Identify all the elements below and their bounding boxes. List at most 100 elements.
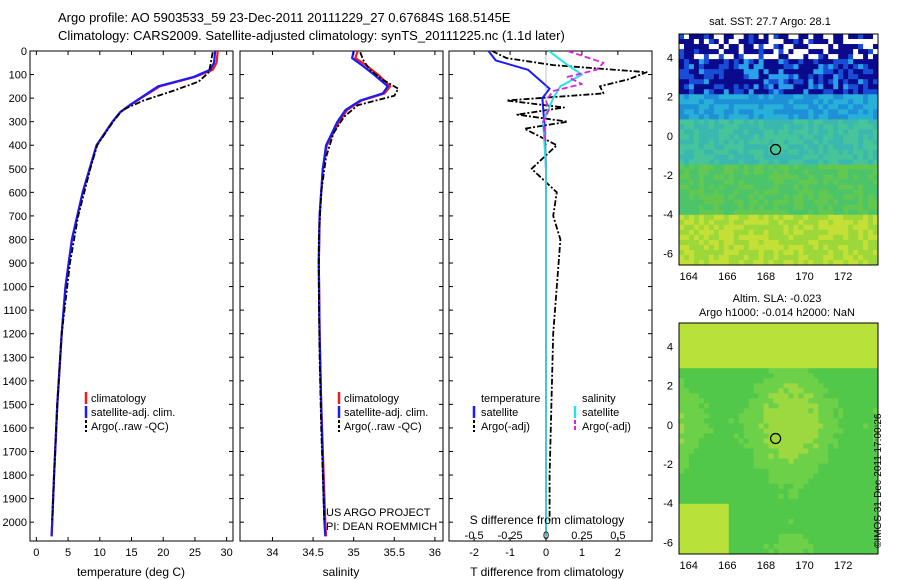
heatmap-cell [838, 528, 844, 535]
heatmap-cell [758, 503, 764, 510]
heatmap-cell [748, 333, 755, 339]
heatmap-cell [703, 528, 710, 535]
heatmap-cell [708, 478, 715, 485]
heatmap-cell [873, 433, 878, 439]
heatmap-cell [693, 538, 700, 545]
heatmap-cell [863, 378, 869, 384]
heatmap-cell [858, 403, 864, 409]
heatmap-cell [838, 84, 844, 90]
heatmap-cell [688, 154, 695, 160]
heatmap-cell [758, 219, 764, 226]
heatmap-cell [843, 468, 849, 475]
heatmap-cell [688, 483, 695, 490]
heatmap-cell [693, 348, 700, 354]
heatmap-cell [858, 64, 864, 70]
heatmap-cell [873, 64, 878, 70]
heatmap-cell [858, 358, 864, 364]
heatmap-cell [693, 533, 700, 540]
heatmap-cell [813, 343, 819, 349]
heatmap-cell [838, 538, 844, 545]
heatmap-cell [683, 343, 690, 349]
heatmap-cell [838, 244, 844, 251]
heatmap-cell [813, 44, 819, 50]
heatmap-cell [733, 533, 740, 540]
heatmap-cell [788, 259, 794, 265]
heatmap-cell [868, 154, 874, 160]
heatmap-cell [753, 114, 760, 120]
heatmap-cell [718, 119, 725, 125]
heatmap-cell [843, 134, 849, 140]
heatmap-cell [733, 423, 740, 429]
heatmap-cell [728, 358, 735, 364]
heatmap-cell [713, 79, 720, 85]
heatmap-cell [728, 209, 735, 216]
heatmap-cell [763, 428, 769, 434]
heatmap-cell [763, 433, 769, 439]
heatmap-cell [813, 503, 819, 510]
heatmap-cell [783, 149, 789, 155]
heatmap-cell [753, 428, 760, 434]
heatmap-cell [713, 368, 720, 374]
heatmap-cell [848, 164, 854, 170]
heatmap-cell [763, 154, 769, 160]
heatmap-cell [718, 468, 725, 475]
heatmap-cell [868, 119, 874, 125]
heatmap-cell [713, 353, 720, 359]
heatmap-cell [718, 348, 725, 354]
heatmap-cell [688, 328, 695, 334]
heatmap-cell [788, 99, 794, 105]
heatmap-cell [863, 538, 869, 545]
heatmap-cell [768, 74, 774, 80]
heatmap-cell [738, 493, 745, 500]
heatmap-cell [853, 194, 859, 201]
heatmap-cell [748, 74, 755, 80]
heatmap-cell [858, 393, 864, 399]
x-tick-label: -1 [505, 547, 515, 559]
heatmap-cell [688, 393, 695, 399]
heatmap-cell [873, 423, 878, 429]
heatmap-cell [679, 159, 685, 165]
heatmap-cell [679, 174, 685, 181]
heatmap-cell [803, 89, 809, 95]
heatmap-cell [688, 174, 695, 181]
heatmap-cell [698, 448, 705, 454]
heatmap-cell [708, 119, 715, 125]
heatmap-cell [838, 229, 844, 236]
heatmap-cell [868, 39, 874, 45]
heatmap-cell [818, 413, 824, 419]
heatmap-cell [773, 358, 779, 364]
legend-label-s-argo: Argo(-adj) [582, 421, 631, 433]
heatmap-cell [763, 453, 769, 459]
heatmap-cell [843, 418, 849, 424]
heatmap-cell [768, 219, 774, 226]
heatmap-cell [703, 498, 710, 505]
heatmap-cell [803, 508, 809, 515]
heatmap-cell [813, 463, 819, 470]
heatmap-cell [768, 204, 774, 211]
heatmap-cell [748, 373, 755, 379]
heatmap-cell [768, 249, 774, 256]
heatmap-cell [753, 383, 760, 389]
heatmap-cell [718, 59, 725, 65]
heatmap-cell [808, 343, 814, 349]
heatmap-cell [768, 398, 774, 404]
heatmap-cell [698, 528, 705, 535]
heatmap-cell [723, 433, 730, 439]
heatmap-cell [773, 169, 779, 176]
heatmap-cell [793, 338, 799, 344]
heatmap-cell [793, 353, 799, 359]
heatmap-cell [793, 428, 799, 434]
heatmap-cell [788, 418, 794, 424]
heatmap-cell [798, 114, 804, 120]
heatmap-cell [743, 49, 750, 55]
heatmap-cell [843, 54, 849, 60]
heatmap-cell [728, 493, 735, 500]
heatmap-cell [703, 433, 710, 439]
heatmap-cell [858, 538, 864, 545]
heatmap-cell [763, 234, 769, 241]
heatmap-cell [728, 348, 735, 354]
heatmap-cell [788, 488, 794, 495]
heatmap-cell [748, 184, 755, 191]
heatmap-cell [748, 44, 755, 50]
heatmap-cell [823, 199, 829, 206]
